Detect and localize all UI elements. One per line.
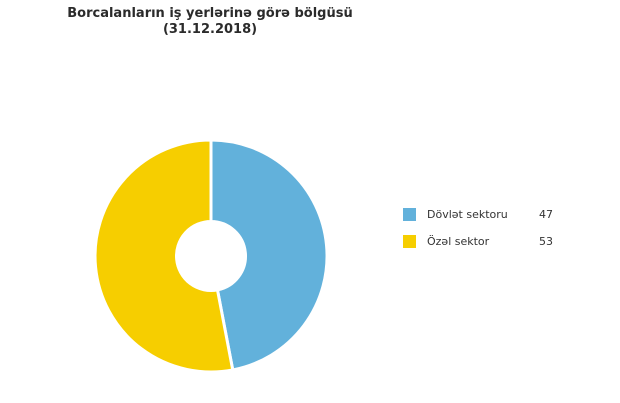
legend-item-dovlet-sektoru[interactable]: Dövlət sektoru 47 <box>403 201 553 228</box>
legend-item-ozel-sektor[interactable]: Özəl sektor 53 <box>403 228 553 255</box>
chart-title-line2: (31.12.2018) <box>162 22 258 37</box>
legend-label: Dövlət sektoru <box>427 208 508 221</box>
chart-title: Borcalanların iş yerlərinə görə bölgüsü … <box>0 6 420 38</box>
pie-slice-1[interactable] <box>93 138 235 374</box>
pie-slice-0[interactable] <box>209 138 329 372</box>
legend-value: 47 <box>539 208 553 221</box>
legend: Dövlət sektoru 47 Özəl sektor 53 <box>403 201 553 255</box>
chart-title-line1: Borcalanların iş yerlərinə görə bölgüsü <box>67 6 353 21</box>
legend-swatch-blue <box>403 208 416 221</box>
legend-value: 53 <box>539 235 553 248</box>
legend-swatch-yellow <box>403 235 416 248</box>
legend-label: Özəl sektor <box>427 235 490 248</box>
